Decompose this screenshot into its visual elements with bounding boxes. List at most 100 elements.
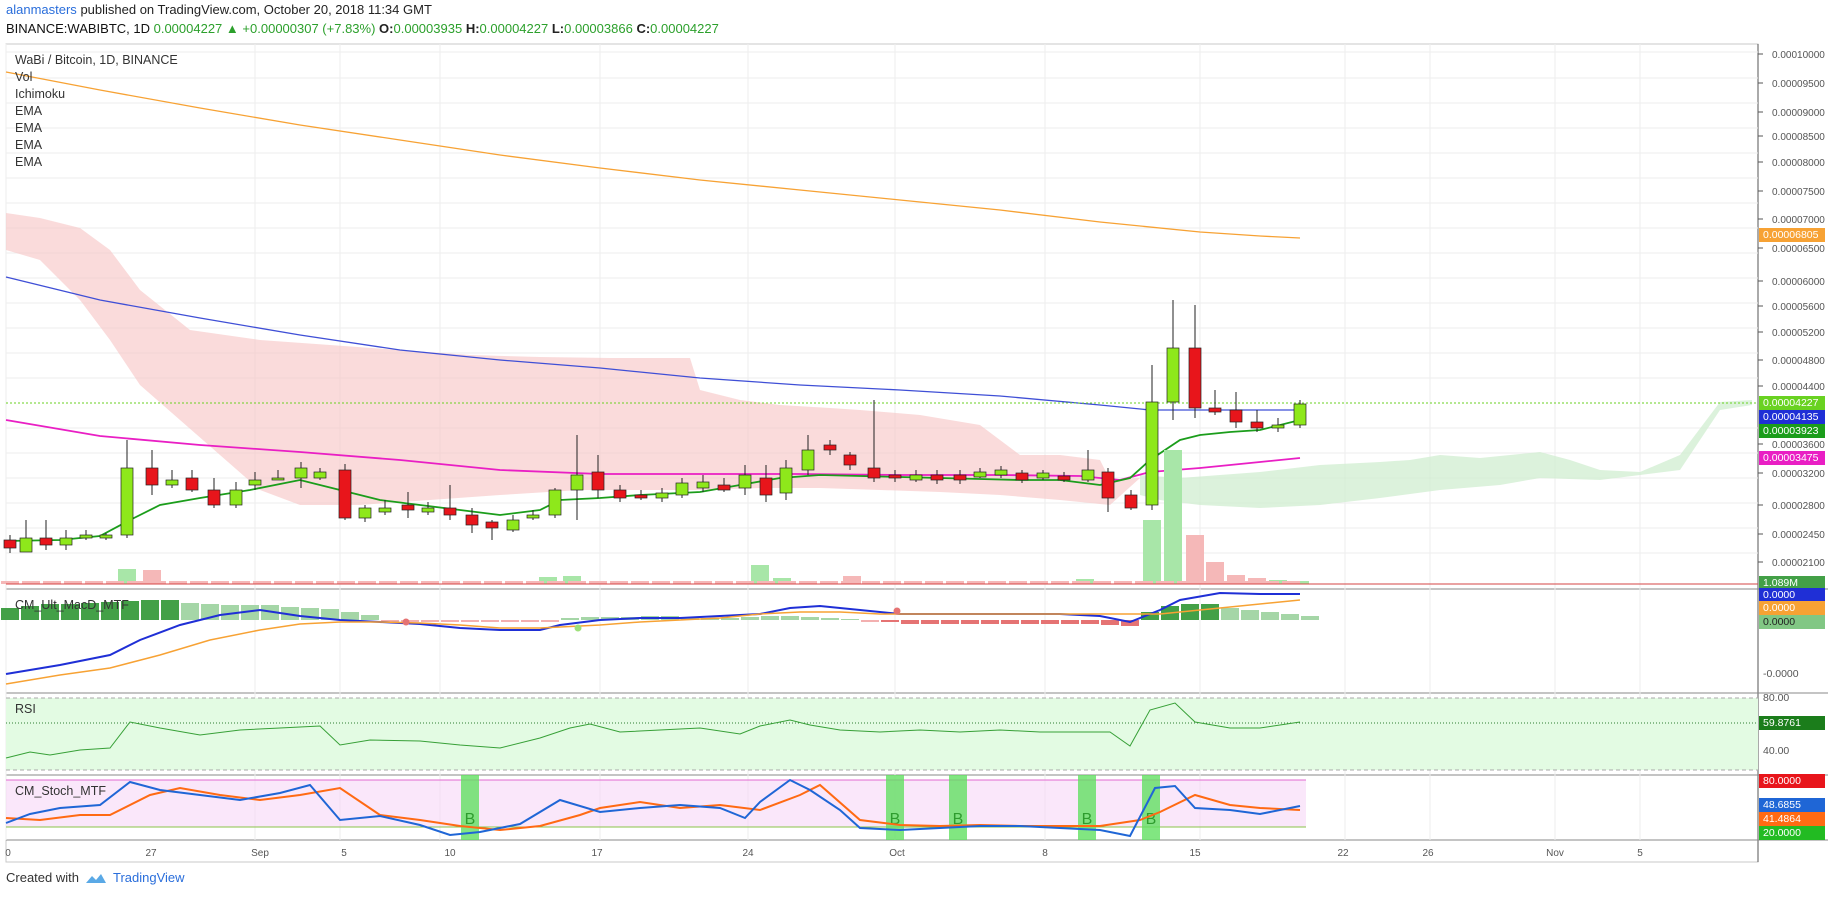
volume-bar xyxy=(421,581,439,584)
buy-zone xyxy=(1078,775,1096,840)
last-price-tag: 0.00004227 xyxy=(1759,396,1825,410)
price-axis-label: 0.00005200 xyxy=(1772,328,1825,339)
candle-body xyxy=(207,489,221,506)
price-axis-label: 0.00003200 xyxy=(1772,469,1825,480)
macd-histogram-bar xyxy=(221,605,239,620)
macd-signal-line xyxy=(5,599,1301,685)
candle-body xyxy=(99,534,113,539)
buy-marker-label: B xyxy=(953,811,964,828)
low-label: L: xyxy=(551,21,565,36)
volume-bar xyxy=(211,581,229,584)
macd-histogram-bar xyxy=(541,620,559,622)
stoch-top-tag: 80.0000 xyxy=(1759,774,1825,788)
candle-body xyxy=(1208,407,1222,413)
candle-body xyxy=(613,489,627,499)
high-value: 0.00004227 xyxy=(479,21,549,36)
candle-body xyxy=(909,474,923,481)
buy-marker-label: B xyxy=(1146,811,1157,828)
candle-body xyxy=(843,454,857,466)
volume-bar xyxy=(1135,581,1153,584)
price-axis-label: 0.00005600 xyxy=(1772,302,1825,313)
volume-bar xyxy=(563,576,581,584)
candle-body xyxy=(867,467,881,479)
volume-bar xyxy=(967,581,985,584)
rsi-line xyxy=(5,702,1301,759)
legend-item-ema[interactable]: EMA xyxy=(15,104,43,118)
candle-body xyxy=(401,504,415,511)
time-axis-label: 10 xyxy=(444,848,456,859)
macd-cross-dot xyxy=(402,618,410,626)
macd-histogram-bar xyxy=(561,618,579,620)
macd-pane-label[interactable]: CM_Ult_MacD_MTF xyxy=(15,598,129,612)
candle-body xyxy=(696,481,710,489)
macd-histogram-bar xyxy=(21,606,39,620)
footer: Created with TradingView xyxy=(6,870,185,885)
candle-body xyxy=(655,492,669,499)
time-axis-label: 26 xyxy=(1422,848,1434,859)
legend-item-ema[interactable]: EMA xyxy=(15,155,43,169)
candles xyxy=(3,300,1307,553)
candle-body xyxy=(19,537,33,553)
volume-bar xyxy=(463,581,481,584)
macd-histogram-bar xyxy=(181,603,199,620)
macd-histogram-bar xyxy=(321,609,339,620)
macd-histogram-bar xyxy=(761,616,779,620)
volume-bar xyxy=(988,581,1006,584)
legend-title[interactable]: WaBi / Bitcoin, 1D, BINANCE xyxy=(15,53,178,67)
volume-bar xyxy=(1051,581,1069,584)
volume-bar xyxy=(1282,581,1300,584)
macd-histogram-bar xyxy=(1241,610,1259,620)
macd-histogram-bar xyxy=(61,604,79,620)
volume-bar xyxy=(1,581,19,584)
volume-bar xyxy=(904,581,922,584)
legend-item-ema[interactable]: EMA xyxy=(15,138,43,152)
macd-axis-label: -0.0000 xyxy=(1763,668,1799,680)
rsi-pane-label[interactable]: RSI xyxy=(15,702,36,716)
macd-histogram-bar xyxy=(1281,614,1299,620)
open-value: 0.00003935 xyxy=(393,21,463,36)
volume-bar xyxy=(274,581,292,584)
macd-histogram-bar xyxy=(81,603,99,620)
candle-body xyxy=(1166,347,1180,403)
macd-histogram-bar xyxy=(1301,616,1319,620)
stoch-pane-label[interactable]: CM_Stoch_MTF xyxy=(15,784,106,798)
macd-histogram-bar xyxy=(381,620,399,622)
macd-histogram-bar xyxy=(361,615,379,620)
volume-bar xyxy=(106,581,124,584)
legend-item-ichimoku[interactable]: Ichimoku xyxy=(15,87,66,101)
volume-bar xyxy=(1114,581,1132,584)
legend-item-ema[interactable]: EMA xyxy=(15,121,43,135)
volume-bar xyxy=(316,581,334,584)
macd-histogram-bar xyxy=(1101,620,1119,625)
candle-body xyxy=(3,539,17,549)
volume-bar xyxy=(1030,581,1048,584)
macd-histogram-bar xyxy=(501,620,519,622)
stoch-k-line xyxy=(5,778,1301,838)
author-link[interactable]: alanmasters xyxy=(6,2,77,17)
volume-tag: 1.089M xyxy=(1759,576,1825,590)
candle-body xyxy=(229,489,243,506)
symbol-name[interactable]: BINANCE:WABIBTC, 1D xyxy=(6,21,150,36)
footer-tradingview-link[interactable]: TradingView xyxy=(112,870,185,885)
macd-histogram-bar xyxy=(801,617,819,620)
publish-bar: alanmasters published on TradingView.com… xyxy=(0,0,1828,20)
macd-histogram-bar xyxy=(1061,620,1079,624)
ema-short-tag: 0.00003923 xyxy=(1759,424,1825,438)
volume-bar xyxy=(1164,450,1182,584)
macd-tag-3: 0.0000 xyxy=(1759,615,1825,629)
volume-bar xyxy=(841,581,859,584)
macd-pane xyxy=(1,600,1319,626)
macd-histogram-bar xyxy=(141,600,159,620)
legend-item-vol[interactable]: Vol xyxy=(15,70,33,84)
candle-body xyxy=(717,484,731,491)
volume-bar xyxy=(1198,581,1216,584)
price-axis-label: 0.00006500 xyxy=(1772,244,1825,255)
volume-bar xyxy=(253,581,271,584)
macd-histogram-bar xyxy=(881,620,899,622)
price-axis-label: 0.00008500 xyxy=(1772,132,1825,143)
time-axis-label: Oct xyxy=(889,848,905,859)
macd-histogram-bar xyxy=(161,600,179,620)
high-label: H: xyxy=(465,21,480,36)
price-axis-label: 0.00006000 xyxy=(1772,277,1825,288)
